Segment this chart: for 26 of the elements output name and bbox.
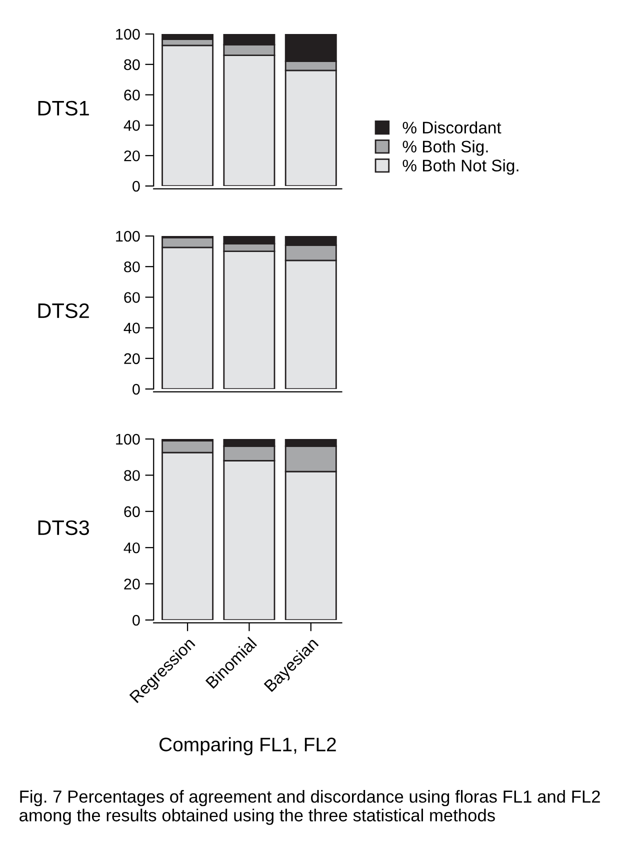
y-tick-label: 100: [116, 434, 140, 445]
y-tick-label: 60: [124, 506, 140, 518]
legend-label: % Both Sig.: [402, 140, 488, 156]
y-tick-label: 20: [124, 150, 140, 162]
y-tick-label: 80: [124, 261, 140, 272]
y-tick-label: 80: [124, 470, 140, 481]
y-tick-label: 40: [124, 542, 140, 554]
y-tick-label: 20: [124, 353, 140, 364]
y-tick-label: 100: [116, 230, 140, 242]
y-tick-label: 0: [132, 384, 140, 395]
y-tick-label: 20: [124, 578, 140, 590]
y-tick-label: 80: [124, 59, 140, 70]
y-axis-title: DTS1: [38, 100, 89, 116]
y-tick-label: 100: [116, 28, 140, 40]
y-tick-label: 0: [132, 180, 140, 192]
legend-label: % Both Not Sig.: [402, 159, 518, 175]
y-axis-title: DTS2: [38, 303, 89, 318]
y-tick-label: 0: [132, 614, 140, 626]
y-tick-label: 60: [124, 292, 140, 303]
legend-label: % Discordant: [402, 121, 502, 134]
y-tick-label: 40: [124, 120, 140, 131]
y-tick-label: 40: [124, 322, 140, 334]
x-axis-title: Comparing FL1, FL2: [160, 737, 336, 756]
y-axis-title: DTS3: [38, 520, 90, 536]
caption: Fig. 7 Percentages of agreement and discordance using floras FL1 and FL2 among the results obtained using the three statistical methods: [20, 790, 600, 825]
y-tick-label: 60: [124, 90, 140, 100]
